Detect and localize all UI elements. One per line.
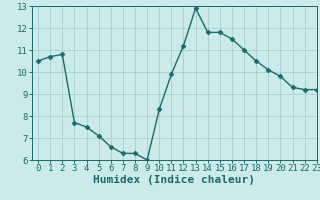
X-axis label: Humidex (Indice chaleur): Humidex (Indice chaleur) xyxy=(93,175,255,185)
